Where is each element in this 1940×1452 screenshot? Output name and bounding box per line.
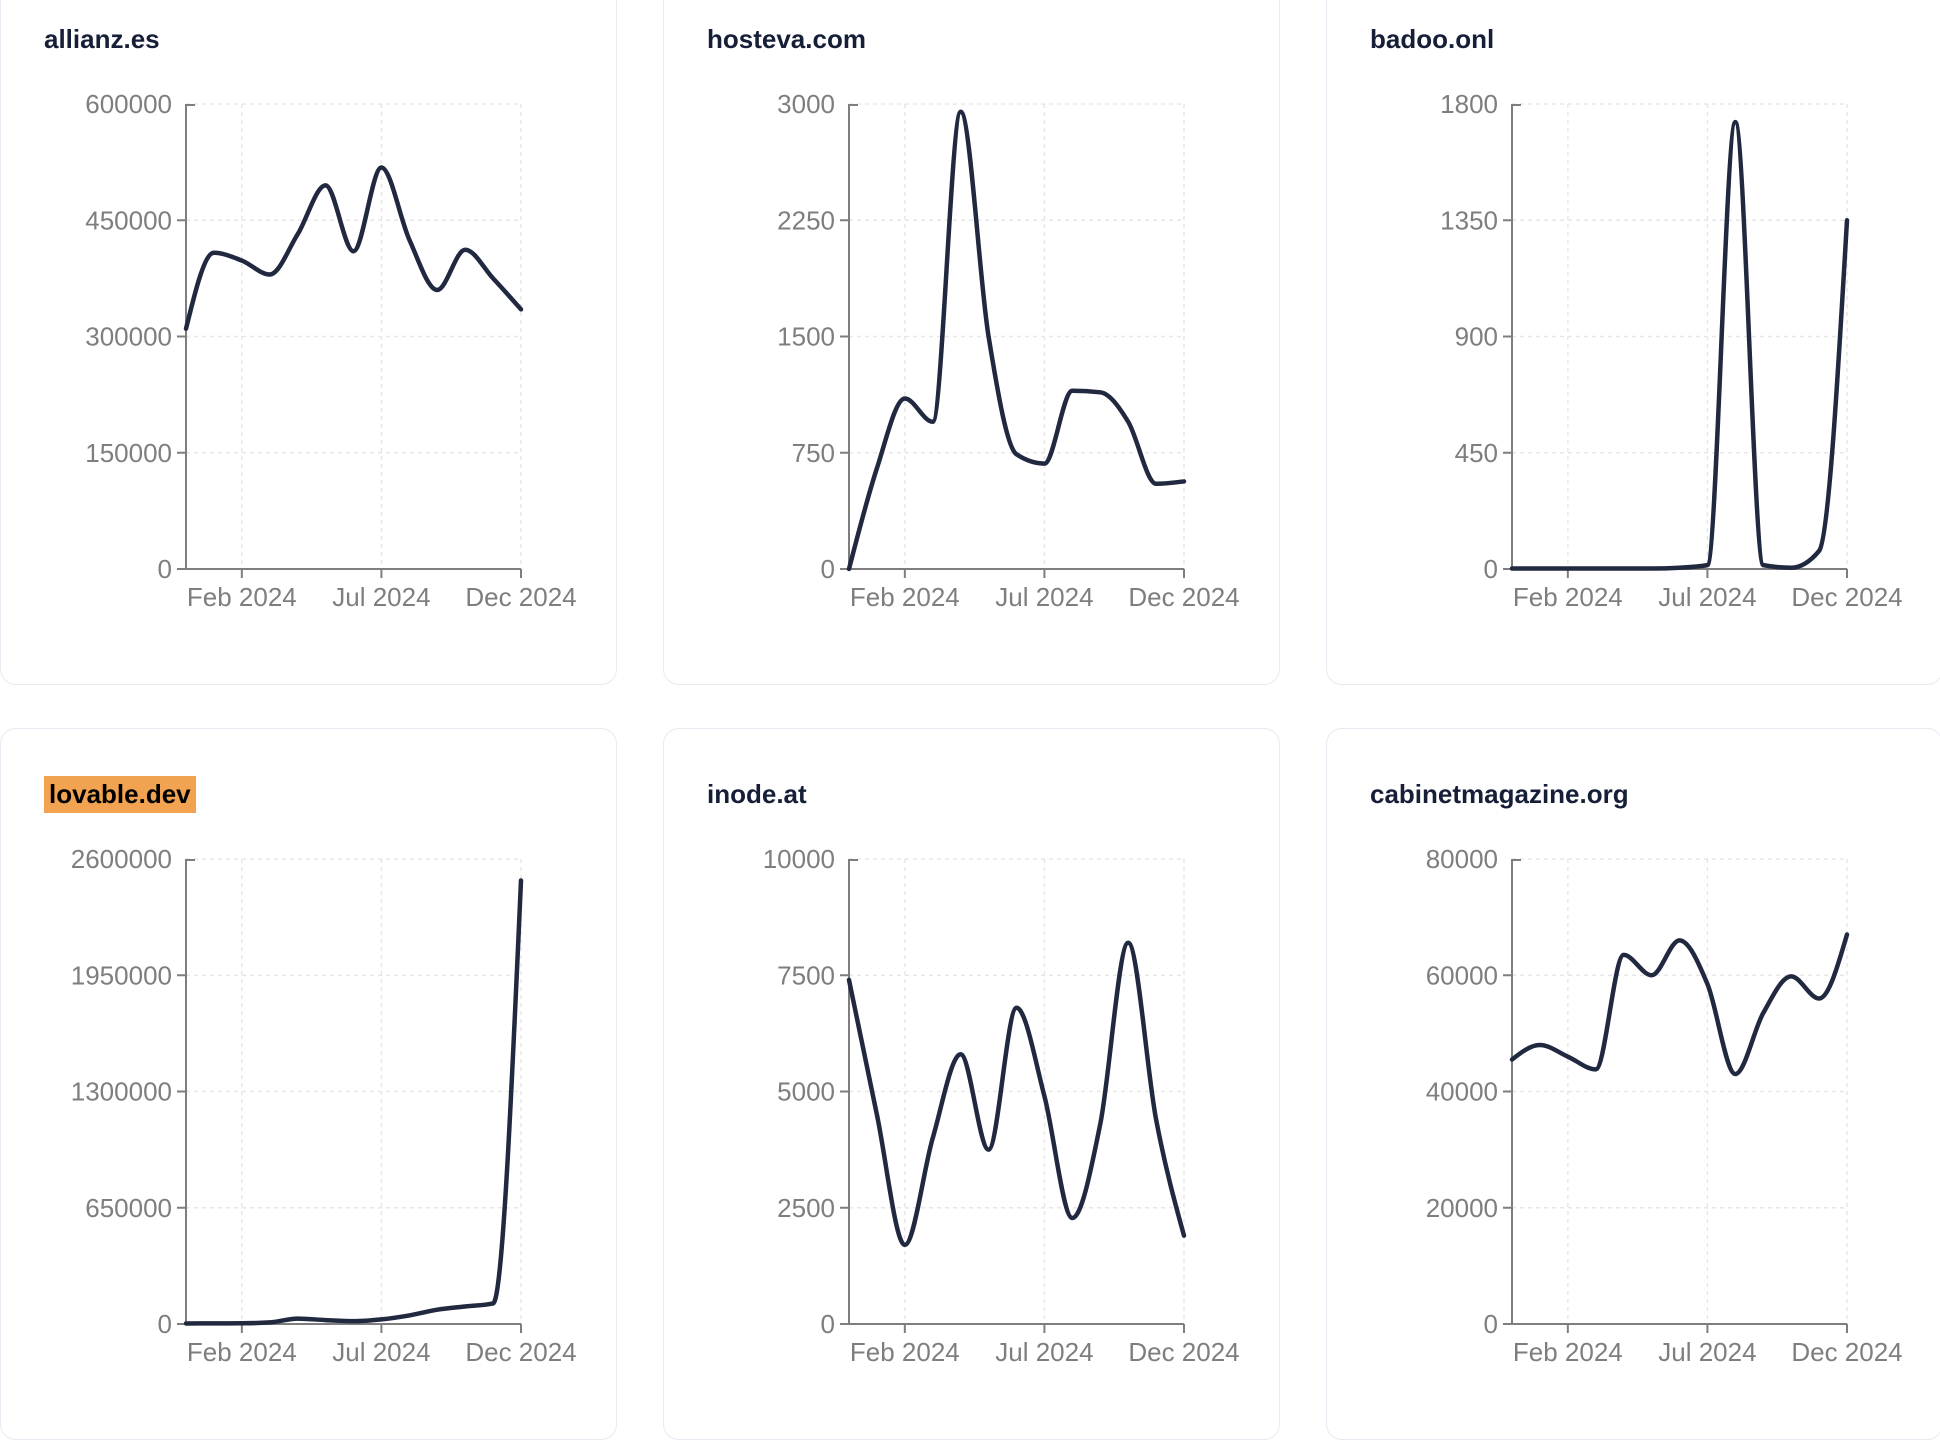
y-tick-label: 1500 bbox=[777, 322, 835, 352]
series-line bbox=[183, 165, 524, 331]
x-tick-label: Feb 2024 bbox=[850, 1337, 960, 1367]
chart-card: cabinetmagazine.org 0 20000 40000 60000 8000… bbox=[1326, 728, 1940, 1440]
axes bbox=[840, 104, 1185, 578]
y-tick-label: 10000 bbox=[763, 844, 835, 874]
chart-card: lovable.dev 0 650000 1300000 1950000 2600000… bbox=[0, 728, 617, 1440]
series-line bbox=[183, 878, 524, 1326]
domain-title: hosteva.com bbox=[707, 19, 866, 59]
chart-card: allianz.es 0 150000 300000 450000 600000 Feb … bbox=[0, 0, 617, 685]
series-line bbox=[1509, 119, 1850, 571]
x-tick-label: Dec 2024 bbox=[1128, 1337, 1239, 1367]
y-tick-label: 20000 bbox=[1426, 1193, 1498, 1223]
y-tick-label: 0 bbox=[158, 554, 172, 584]
y-tick-label: 600000 bbox=[85, 89, 172, 119]
y-tick-label: 7500 bbox=[777, 960, 835, 990]
domain-title: cabinetmagazine.org bbox=[1370, 774, 1629, 814]
domain-title-text: badoo.onl bbox=[1370, 24, 1495, 54]
grid-lines bbox=[849, 103, 1185, 569]
y-tick-label: 450000 bbox=[85, 205, 172, 235]
y-tick-label: 150000 bbox=[85, 438, 172, 468]
y-tick-label: 0 bbox=[158, 1309, 172, 1339]
y-tick-label: 1950000 bbox=[71, 960, 172, 990]
x-tick-label: Feb 2024 bbox=[850, 582, 960, 612]
y-tick-label: 80000 bbox=[1426, 844, 1498, 874]
x-tick-label: Jul 2024 bbox=[995, 582, 1093, 612]
x-tick-label: Jul 2024 bbox=[1658, 582, 1756, 612]
x-tick-label: Dec 2024 bbox=[1791, 582, 1902, 612]
x-tick-label: Feb 2024 bbox=[1513, 1337, 1623, 1367]
axes bbox=[840, 859, 1185, 1333]
y-tick-label: 1350 bbox=[1440, 205, 1498, 235]
line-chart: 0 450 900 1350 1800 Feb 2024 Jul 2024 Dec 2024 bbox=[1440, 89, 1903, 612]
y-tick-label: 1300000 bbox=[71, 1077, 172, 1107]
y-tick-label: 3000 bbox=[777, 89, 835, 119]
axes bbox=[1503, 859, 1848, 1333]
y-tick-label: 0 bbox=[821, 554, 835, 584]
grid-lines bbox=[186, 103, 522, 569]
y-tick-label: 2500 bbox=[777, 1193, 835, 1223]
line-chart: 0 2500 5000 7500 10000 Feb 2024 Jul 2024 Dec 20… bbox=[763, 844, 1240, 1367]
y-tick-label: 750 bbox=[792, 438, 835, 468]
line-chart: 0 20000 40000 60000 80000 Feb 2024 Jul 2024 Dec… bbox=[1426, 844, 1903, 1367]
y-tick-label: 5000 bbox=[777, 1077, 835, 1107]
grid-lines bbox=[1512, 103, 1848, 569]
x-tick-label: Dec 2024 bbox=[1791, 1337, 1902, 1367]
domain-title: allianz.es bbox=[44, 19, 160, 59]
x-tick-label: Jul 2024 bbox=[995, 1337, 1093, 1367]
y-tick-label: 2600000 bbox=[71, 844, 172, 874]
line-chart: 0 750 1500 2250 3000 Feb 2024 Jul 2024 Dec 2024 bbox=[777, 89, 1240, 612]
x-tick-label: Jul 2024 bbox=[332, 1337, 430, 1367]
domain-title-text: hosteva.com bbox=[707, 24, 866, 54]
chart-card: hosteva.com 0 750 1500 2250 3000 Feb 2024 Jul … bbox=[663, 0, 1280, 685]
x-tick-label: Dec 2024 bbox=[465, 582, 576, 612]
domain-title-text: lovable.dev bbox=[44, 776, 196, 813]
axes bbox=[177, 104, 522, 578]
line-chart: 0 150000 300000 450000 600000 Feb 2024 Jul 202… bbox=[85, 89, 576, 612]
domain-title-text: inode.at bbox=[707, 779, 807, 809]
grid-lines bbox=[849, 858, 1185, 1324]
y-tick-label: 650000 bbox=[85, 1193, 172, 1223]
y-tick-label: 1800 bbox=[1440, 89, 1498, 119]
x-tick-label: Dec 2024 bbox=[1128, 582, 1239, 612]
x-tick-label: Jul 2024 bbox=[1658, 1337, 1756, 1367]
series-line bbox=[846, 109, 1187, 572]
x-tick-label: Feb 2024 bbox=[187, 582, 297, 612]
domain-title-text: allianz.es bbox=[44, 24, 160, 54]
domain-title: inode.at bbox=[707, 774, 807, 814]
y-tick-label: 0 bbox=[1484, 1309, 1498, 1339]
axes bbox=[177, 859, 522, 1333]
y-tick-label: 0 bbox=[821, 1309, 835, 1339]
y-tick-label: 900 bbox=[1455, 322, 1498, 352]
grid-lines bbox=[186, 858, 522, 1324]
domain-title-text: cabinetmagazine.org bbox=[1370, 779, 1629, 809]
axes bbox=[1503, 104, 1848, 578]
x-tick-label: Feb 2024 bbox=[187, 1337, 297, 1367]
x-tick-label: Dec 2024 bbox=[465, 1337, 576, 1367]
grid-lines bbox=[1512, 858, 1848, 1324]
y-tick-label: 450 bbox=[1455, 438, 1498, 468]
line-chart: 0 650000 1300000 1950000 2600000 Feb 2024 Jul … bbox=[71, 844, 577, 1367]
chart-card: badoo.onl 0 450 900 1350 1800 Feb 2024 Jul 202… bbox=[1326, 0, 1940, 685]
y-tick-label: 2250 bbox=[777, 205, 835, 235]
domain-title: lovable.dev bbox=[44, 774, 196, 814]
series-line bbox=[846, 940, 1187, 1248]
y-tick-label: 40000 bbox=[1426, 1077, 1498, 1107]
series-line bbox=[1509, 932, 1850, 1077]
y-tick-label: 60000 bbox=[1426, 960, 1498, 990]
x-tick-label: Jul 2024 bbox=[332, 582, 430, 612]
y-tick-label: 0 bbox=[1484, 554, 1498, 584]
x-tick-label: Feb 2024 bbox=[1513, 582, 1623, 612]
y-tick-label: 300000 bbox=[85, 322, 172, 352]
domain-title: badoo.onl bbox=[1370, 19, 1494, 59]
chart-card: inode.at 0 2500 5000 7500 10000 Feb 2024 Jul 2… bbox=[663, 728, 1280, 1440]
